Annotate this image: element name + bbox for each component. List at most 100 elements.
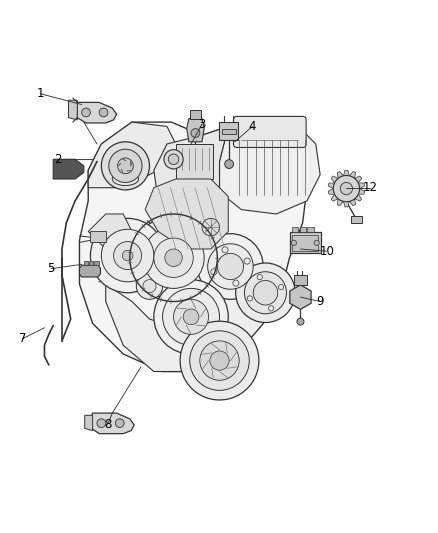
Polygon shape bbox=[328, 189, 334, 195]
Text: 1: 1 bbox=[36, 87, 44, 100]
Circle shape bbox=[217, 253, 243, 280]
Text: 2: 2 bbox=[54, 153, 61, 166]
Circle shape bbox=[191, 128, 199, 138]
Polygon shape bbox=[88, 214, 132, 249]
Polygon shape bbox=[85, 415, 92, 431]
Polygon shape bbox=[328, 183, 334, 189]
Polygon shape bbox=[145, 179, 228, 249]
Circle shape bbox=[153, 280, 228, 354]
Circle shape bbox=[99, 108, 108, 117]
Bar bbox=[89, 261, 93, 265]
Circle shape bbox=[164, 249, 182, 266]
Circle shape bbox=[101, 142, 149, 190]
Polygon shape bbox=[354, 195, 361, 201]
Bar bbox=[289, 232, 320, 253]
Polygon shape bbox=[330, 176, 337, 183]
Circle shape bbox=[210, 269, 216, 275]
Circle shape bbox=[339, 182, 352, 195]
Text: 3: 3 bbox=[198, 118, 205, 131]
Circle shape bbox=[222, 247, 228, 253]
Ellipse shape bbox=[112, 172, 138, 185]
Polygon shape bbox=[186, 118, 204, 142]
Text: 12: 12 bbox=[362, 181, 377, 194]
Circle shape bbox=[290, 240, 296, 246]
Circle shape bbox=[183, 309, 198, 325]
Bar bbox=[219, 122, 237, 140]
Text: 5: 5 bbox=[47, 262, 55, 275]
Bar bbox=[299, 227, 305, 232]
Circle shape bbox=[173, 300, 208, 334]
Text: 9: 9 bbox=[316, 295, 323, 308]
Circle shape bbox=[81, 108, 90, 117]
Text: 10: 10 bbox=[318, 245, 333, 257]
Circle shape bbox=[115, 419, 124, 427]
Circle shape bbox=[163, 150, 183, 169]
Circle shape bbox=[162, 288, 219, 345]
Polygon shape bbox=[90, 413, 134, 434]
Bar bbox=[291, 227, 297, 232]
Circle shape bbox=[180, 321, 258, 400]
Bar bbox=[175, 144, 212, 179]
Circle shape bbox=[296, 318, 303, 325]
Circle shape bbox=[189, 331, 249, 390]
Circle shape bbox=[97, 419, 106, 427]
Text: 4: 4 bbox=[248, 120, 255, 133]
Circle shape bbox=[136, 273, 162, 300]
Polygon shape bbox=[349, 172, 355, 179]
Polygon shape bbox=[354, 176, 361, 183]
Polygon shape bbox=[88, 122, 175, 188]
Circle shape bbox=[113, 241, 141, 270]
Polygon shape bbox=[343, 201, 349, 207]
Bar bbox=[221, 129, 235, 134]
Polygon shape bbox=[53, 159, 84, 179]
Polygon shape bbox=[68, 100, 77, 120]
Polygon shape bbox=[357, 183, 364, 189]
Polygon shape bbox=[349, 199, 355, 206]
Polygon shape bbox=[343, 170, 349, 176]
Circle shape bbox=[201, 219, 219, 236]
Polygon shape bbox=[106, 266, 280, 372]
Bar bbox=[84, 261, 88, 265]
Circle shape bbox=[153, 238, 193, 278]
Bar bbox=[291, 235, 318, 251]
Polygon shape bbox=[336, 199, 343, 206]
Circle shape bbox=[232, 280, 238, 286]
Circle shape bbox=[209, 351, 229, 370]
Circle shape bbox=[224, 160, 233, 168]
Bar bbox=[293, 275, 306, 285]
Circle shape bbox=[197, 233, 263, 300]
Circle shape bbox=[235, 263, 294, 322]
Circle shape bbox=[132, 216, 215, 300]
Bar bbox=[94, 261, 99, 265]
Polygon shape bbox=[153, 126, 228, 214]
Circle shape bbox=[244, 272, 286, 314]
Circle shape bbox=[143, 227, 204, 288]
Polygon shape bbox=[330, 195, 337, 201]
Circle shape bbox=[278, 285, 283, 290]
Circle shape bbox=[268, 306, 273, 311]
Circle shape bbox=[168, 154, 178, 165]
Circle shape bbox=[109, 149, 142, 182]
Circle shape bbox=[101, 229, 153, 282]
Circle shape bbox=[257, 274, 262, 280]
Circle shape bbox=[247, 296, 252, 301]
Bar bbox=[90, 231, 106, 243]
Circle shape bbox=[207, 244, 253, 289]
Circle shape bbox=[199, 341, 239, 380]
Text: 8: 8 bbox=[104, 417, 111, 431]
Polygon shape bbox=[79, 265, 100, 277]
Circle shape bbox=[117, 158, 133, 174]
FancyBboxPatch shape bbox=[233, 116, 305, 148]
Circle shape bbox=[244, 258, 250, 264]
Circle shape bbox=[313, 240, 318, 246]
Polygon shape bbox=[336, 172, 343, 179]
Bar bbox=[190, 110, 200, 118]
Circle shape bbox=[122, 251, 133, 261]
Polygon shape bbox=[357, 189, 364, 195]
Bar bbox=[307, 227, 313, 232]
Polygon shape bbox=[77, 102, 117, 123]
Bar bbox=[350, 216, 361, 223]
Text: 7: 7 bbox=[19, 332, 26, 345]
Circle shape bbox=[253, 280, 277, 305]
Polygon shape bbox=[79, 122, 306, 372]
